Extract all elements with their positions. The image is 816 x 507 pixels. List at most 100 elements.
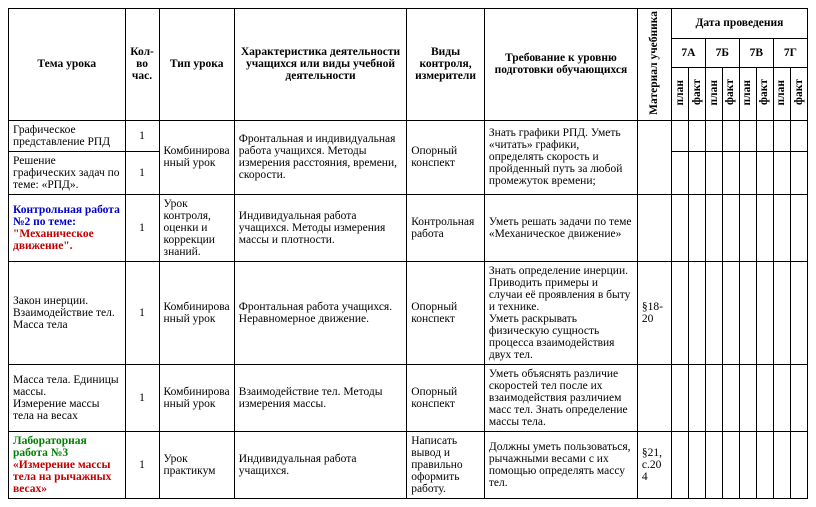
- th-tema: Тема урока: [9, 9, 126, 121]
- date-cell: [705, 364, 722, 431]
- cell-vidy: Контрольная работа: [407, 194, 485, 261]
- cell-treb: Уметь решать задачи по теме «Механическо…: [484, 194, 637, 261]
- cell-kolvo: 1: [125, 194, 159, 261]
- date-cell: [688, 431, 705, 498]
- date-cell: [790, 194, 807, 261]
- cell-tema: Контрольная работа №2 по теме: "Механиче…: [9, 194, 126, 261]
- cell-tip: Комбинированный урок: [159, 120, 234, 194]
- cell-tema: Графическое представление РПД: [9, 120, 126, 151]
- date-cell: [756, 194, 773, 261]
- cell-vidy: Опорный конспект: [407, 120, 485, 194]
- date-cell: [671, 261, 688, 364]
- date-cell: [739, 151, 756, 194]
- cell-kolvo: 1: [125, 151, 159, 194]
- cell-kolvo: 1: [125, 431, 159, 498]
- cell-mat: [637, 120, 671, 194]
- cell-mat: §18-20: [637, 261, 671, 364]
- cell-tema: Решение графических задач по теме: «РПД»…: [9, 151, 126, 194]
- cell-kolvo: 1: [125, 364, 159, 431]
- date-cell: [722, 151, 739, 194]
- date-cell: [756, 151, 773, 194]
- date-cell: [773, 151, 790, 194]
- table-row: Контрольная работа №2 по теме: "Механиче…: [9, 194, 808, 261]
- date-cell: [790, 364, 807, 431]
- date-cell: [773, 431, 790, 498]
- table-row: Графическое представление РПД1Комбиниров…: [9, 120, 808, 151]
- date-cell: [671, 364, 688, 431]
- date-cell: [671, 151, 688, 194]
- th-plan: план: [671, 68, 688, 121]
- date-cell: [790, 120, 807, 151]
- date-cell: [790, 151, 807, 194]
- th-data: Дата проведения: [671, 9, 807, 39]
- date-cell: [773, 194, 790, 261]
- date-cell: [756, 120, 773, 151]
- date-cell: [688, 261, 705, 364]
- th-plan: план: [705, 68, 722, 121]
- date-cell: [671, 120, 688, 151]
- date-cell: [705, 151, 722, 194]
- th-7g: 7Г: [773, 38, 807, 68]
- th-fakt: факт: [722, 68, 739, 121]
- date-cell: [790, 431, 807, 498]
- date-cell: [688, 151, 705, 194]
- date-cell: [705, 431, 722, 498]
- date-cell: [756, 261, 773, 364]
- cell-vidy: Опорный конспект: [407, 364, 485, 431]
- date-cell: [739, 364, 756, 431]
- cell-kolvo: 1: [125, 120, 159, 151]
- date-cell: [756, 364, 773, 431]
- cell-mat: [637, 364, 671, 431]
- date-cell: [722, 261, 739, 364]
- cell-tip: Комбинированный урок: [159, 364, 234, 431]
- table-row: Лабораторная работа №3«Измерение массы т…: [9, 431, 808, 498]
- cell-mat: [637, 194, 671, 261]
- th-harak: Характеристика деятельности учащихся или…: [234, 9, 406, 121]
- th-fakt: факт: [688, 68, 705, 121]
- th-vidy: Виды контроля, измерители: [407, 9, 485, 121]
- date-cell: [773, 120, 790, 151]
- cell-harak: Индивидуальная работа учащихся. Методы и…: [234, 194, 406, 261]
- date-cell: [705, 120, 722, 151]
- cell-treb: Знать определение инерции. Приводить при…: [484, 261, 637, 364]
- date-cell: [739, 431, 756, 498]
- th-kolvo: Кол-во час.: [125, 9, 159, 121]
- date-cell: [739, 120, 756, 151]
- date-cell: [739, 261, 756, 364]
- cell-treb: Знать графики РПД. Уметь «читать» график…: [484, 120, 637, 194]
- th-treb: Требование к уровню подготовки обучающих…: [484, 9, 637, 121]
- th-7b: 7Б: [705, 38, 739, 68]
- date-cell: [705, 261, 722, 364]
- th-plan: план: [773, 68, 790, 121]
- date-cell: [671, 431, 688, 498]
- cell-tip: Урок контроля, оценки и коррекции знаний…: [159, 194, 234, 261]
- table-row: Масса тела. Единицы массы. Измерение мас…: [9, 364, 808, 431]
- date-cell: [671, 194, 688, 261]
- th-fakt: факт: [790, 68, 807, 121]
- date-cell: [722, 120, 739, 151]
- cell-harak: Индивидуальная работа учащихся.: [234, 431, 406, 498]
- cell-vidy: Опорный конспект: [407, 261, 485, 364]
- th-mat: Материал учебника: [637, 9, 671, 121]
- date-cell: [790, 261, 807, 364]
- lesson-plan-table: Тема урока Кол-во час. Тип урока Характе…: [8, 8, 808, 499]
- date-cell: [756, 431, 773, 498]
- th-tip: Тип урока: [159, 9, 234, 121]
- date-cell: [739, 194, 756, 261]
- date-cell: [773, 364, 790, 431]
- date-cell: [722, 364, 739, 431]
- date-cell: [705, 194, 722, 261]
- th-7v: 7В: [739, 38, 773, 68]
- date-cell: [722, 194, 739, 261]
- th-plan: план: [739, 68, 756, 121]
- th-fakt: факт: [756, 68, 773, 121]
- cell-treb: Уметь объяснять различие скоростей тел п…: [484, 364, 637, 431]
- cell-tema: Закон инерции. Взаимодействие тел. Масса…: [9, 261, 126, 364]
- cell-treb: Должны уметь пользоваться, рычажными вес…: [484, 431, 637, 498]
- cell-harak: Взаимодействие тел. Методы измерения мас…: [234, 364, 406, 431]
- date-cell: [688, 364, 705, 431]
- table-row: Закон инерции. Взаимодействие тел. Масса…: [9, 261, 808, 364]
- th-7a: 7А: [671, 38, 705, 68]
- cell-kolvo: 1: [125, 261, 159, 364]
- cell-harak: Фронтальная работа учащихся. Неравномерн…: [234, 261, 406, 364]
